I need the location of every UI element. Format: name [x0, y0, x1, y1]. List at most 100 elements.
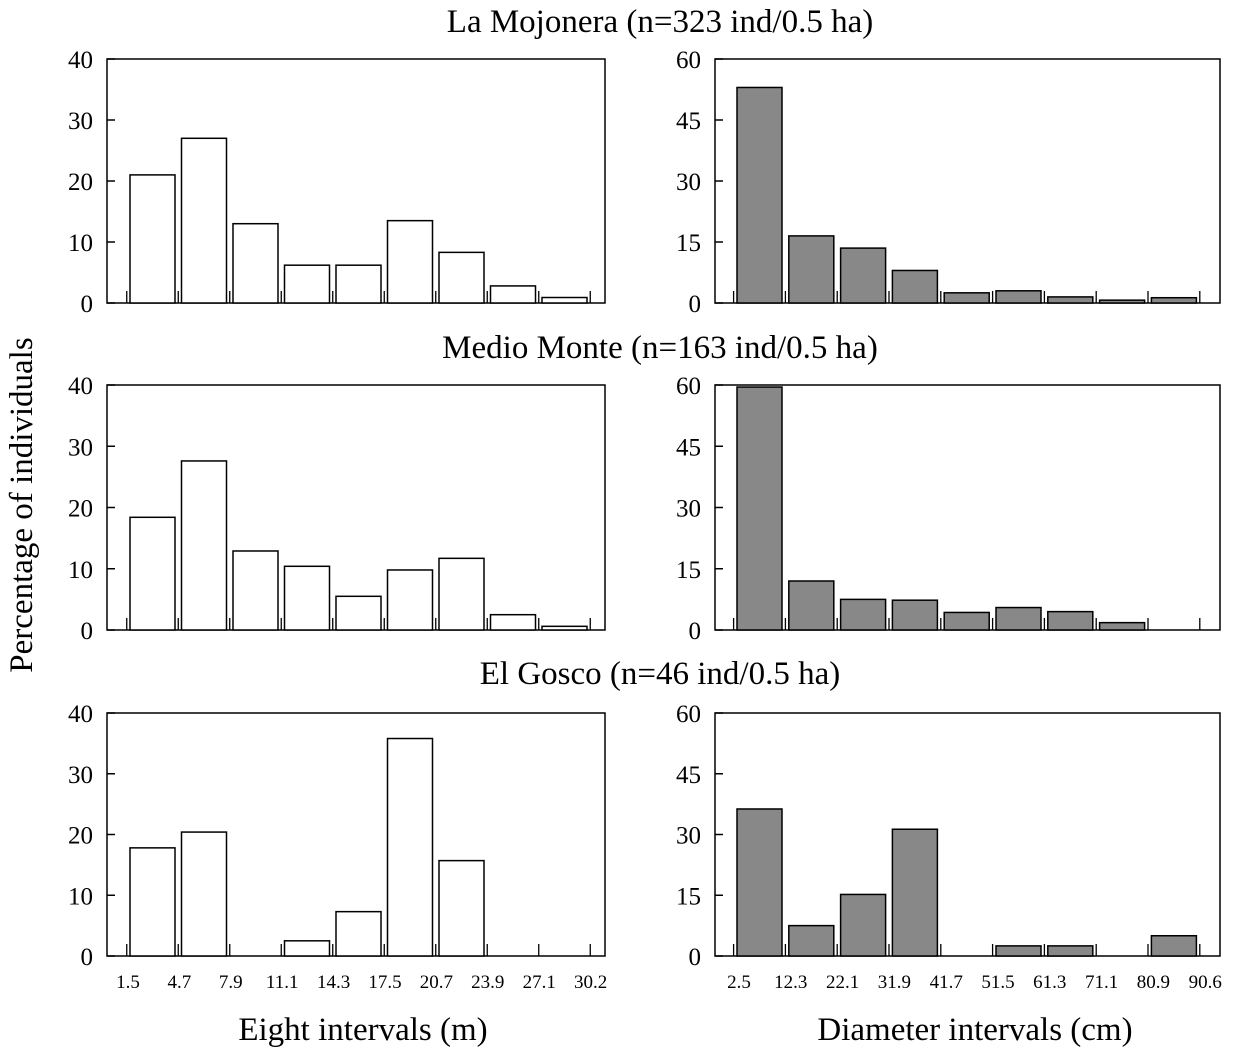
diameter-x-tick-label: 22.1 — [826, 972, 859, 993]
diameter-x-axis-label: Diameter intervals (cm) — [817, 1012, 1132, 1048]
height-x-tick-labels: 1.5 4.7 7.9 11.1 14.3 17.5 20.7 23.9 27.1 30.2 — [116, 972, 607, 993]
diameter-x-tick-label: 31.9 — [878, 972, 911, 993]
bar-el-gosco-height-2 — [180, 831, 228, 957]
row-title-medio-monte: Medio Monte (n=163 ind/0.5 ha) — [442, 330, 878, 366]
bar-medio-monte-diameter-6 — [995, 606, 1042, 631]
bar-la-mojonera-height-5 — [335, 264, 382, 304]
bar-medio-monte-height-5 — [335, 595, 382, 631]
bar-medio-monte-diameter-3 — [839, 598, 887, 631]
y-tick-label: 15 — [676, 883, 701, 910]
bar-la-mojonera-height-9 — [541, 296, 588, 304]
y-tick-label: 40 — [68, 701, 93, 728]
bar-la-mojonera-height-7 — [438, 251, 485, 304]
y-tick-label: 45 — [676, 434, 701, 461]
bar-el-gosco-diameter-9 — [1150, 935, 1198, 957]
height-x-tick-label: 17.5 — [368, 972, 401, 993]
row-title-el-gosco: El Gosco (n=46 ind/0.5 ha) — [480, 656, 840, 692]
plot-frame-el-gosco-diameter — [714, 712, 1221, 957]
y-tick-label: 0 — [81, 618, 94, 645]
bar-el-gosco-height-7 — [438, 859, 485, 957]
bar-la-mojonera-diameter-4 — [891, 269, 939, 304]
bar-medio-monte-diameter-1 — [736, 386, 783, 631]
bar-el-gosco-height-5 — [335, 910, 382, 957]
diameter-x-tick-label: 90.6 — [1189, 972, 1222, 993]
y-tick-label: 15 — [676, 230, 701, 257]
height-x-axis-label: Eight intervals (m) — [238, 1012, 487, 1048]
bar-el-gosco-diameter-2 — [788, 924, 835, 957]
bar-la-mojonera-diameter-6 — [995, 290, 1042, 304]
bar-medio-monte-diameter-2 — [788, 580, 835, 631]
bar-la-mojonera-diameter-3 — [839, 247, 887, 304]
y-axis-label: Percentage of individuals — [4, 337, 40, 672]
height-x-tick-label: 14.3 — [317, 972, 350, 993]
bar-la-mojonera-diameter-5 — [943, 292, 990, 304]
panel-el-gosco-diameter: 0 15 30 45 60 — [676, 701, 1221, 971]
bar-la-mojonera-height-1 — [129, 174, 176, 304]
diameter-x-tick-label: 41.7 — [930, 972, 963, 993]
height-x-tick-label: 30.2 — [574, 972, 607, 993]
y-tick-label: 0 — [689, 291, 702, 318]
y-tick-label: 15 — [676, 557, 701, 584]
bar-el-gosco-height-1 — [129, 847, 176, 957]
bar-la-mojonera-height-8 — [489, 285, 537, 304]
height-x-tick-label: 7.9 — [219, 972, 243, 993]
bar-medio-monte-height-8 — [489, 613, 537, 631]
diameter-x-tick-label: 80.9 — [1137, 972, 1170, 993]
y-tick-label: 10 — [68, 557, 93, 584]
y-tick-label: 30 — [68, 108, 93, 135]
bar-medio-monte-height-4 — [283, 565, 331, 631]
bar-la-mojonera-diameter-9 — [1150, 296, 1198, 304]
diameter-x-tick-label: 61.3 — [1033, 972, 1066, 993]
y-tick-label: 30 — [676, 823, 701, 850]
bar-medio-monte-diameter-7 — [1047, 610, 1094, 631]
bar-el-gosco-height-6 — [386, 737, 434, 957]
bar-la-mojonera-height-4 — [283, 264, 331, 304]
y-tick-label: 40 — [68, 373, 93, 400]
height-x-tick-label: 27.1 — [523, 972, 556, 993]
bar-medio-monte-diameter-5 — [943, 611, 990, 631]
y-tick-label: 30 — [676, 169, 701, 196]
diameter-x-tick-label: 71.1 — [1085, 972, 1118, 993]
bar-medio-monte-diameter-8 — [1098, 621, 1146, 631]
height-x-tick-label: 20.7 — [420, 972, 453, 993]
diameter-x-tick-label: 2.5 — [727, 972, 751, 993]
panel-medio-monte-height: 0 10 20 30 40 — [68, 373, 606, 645]
y-tick-label: 30 — [676, 496, 701, 523]
y-tick-label: 0 — [689, 618, 702, 645]
y-tick-label: 0 — [81, 291, 94, 318]
height-x-tick-label: 4.7 — [168, 972, 192, 993]
y-tick-label: 20 — [68, 496, 93, 523]
bar-la-mojonera-height-2 — [180, 137, 228, 304]
diameter-x-tick-label: 51.5 — [981, 972, 1014, 993]
y-tick-label: 40 — [68, 47, 93, 74]
y-tick-label: 45 — [676, 762, 701, 789]
row-title-la-mojonera: La Mojonera (n=323 ind/0.5 ha) — [447, 4, 873, 40]
bar-medio-monte-height-1 — [129, 516, 176, 631]
bar-medio-monte-height-3 — [232, 550, 279, 631]
bar-el-gosco-diameter-4 — [891, 828, 939, 957]
y-tick-label: 60 — [676, 47, 701, 74]
y-tick-label: 20 — [68, 823, 93, 850]
panel-la-mojonera-diameter: 0 15 30 45 60 — [676, 47, 1221, 318]
bar-el-gosco-diameter-7 — [1047, 945, 1094, 957]
y-tick-label: 60 — [676, 373, 701, 400]
bar-el-gosco-height-4 — [283, 940, 331, 957]
y-tick-label: 60 — [676, 701, 701, 728]
diameter-x-tick-labels: 2.5 12.3 22.1 31.9 41.7 51.5 61.3 71.1 80.9 90.6 — [727, 972, 1222, 993]
bar-medio-monte-diameter-4 — [891, 599, 939, 631]
bar-el-gosco-diameter-6 — [995, 945, 1042, 957]
bar-la-mojonera-diameter-8 — [1098, 299, 1146, 304]
y-tick-label: 0 — [689, 944, 702, 971]
bar-medio-monte-height-6 — [386, 569, 434, 631]
bar-medio-monte-height-2 — [180, 460, 228, 631]
diameter-x-tick-label: 12.3 — [774, 972, 807, 993]
bar-la-mojonera-diameter-2 — [788, 235, 835, 304]
height-x-tick-label: 11.1 — [266, 972, 299, 993]
bar-el-gosco-diameter-3 — [839, 893, 887, 957]
bar-la-mojonera-height-3 — [232, 222, 279, 304]
y-tick-label: 10 — [68, 883, 93, 910]
panel-el-gosco-height: 0 10 20 30 40 — [68, 701, 606, 971]
y-tick-label: 30 — [68, 762, 93, 789]
panel-la-mojonera-height: 0 10 20 30 40 — [68, 47, 606, 318]
